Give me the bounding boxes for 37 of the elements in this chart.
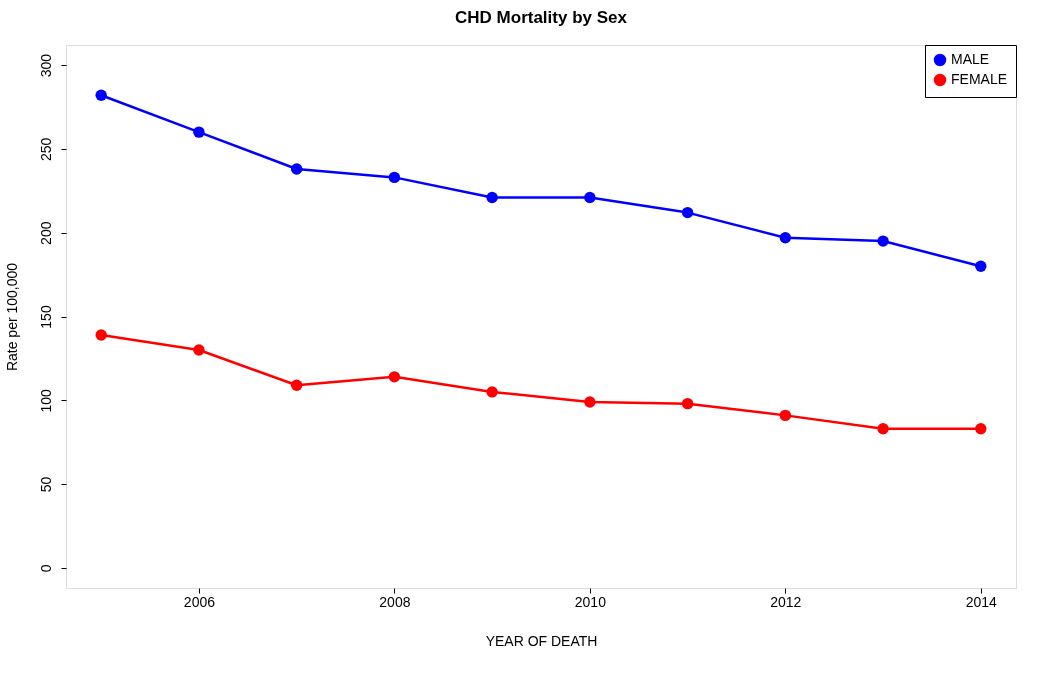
point: [877, 423, 889, 435]
point: [779, 232, 792, 244]
legend-label: MALE: [951, 51, 990, 67]
y-tick-label: 150: [37, 305, 54, 329]
x-tick-label: 2014: [965, 593, 998, 610]
y-tick-label: 50: [37, 476, 54, 493]
point: [975, 260, 987, 272]
y-axis-title: Rate per 100,000: [3, 262, 20, 372]
point: [975, 423, 987, 435]
point: [388, 171, 401, 184]
x-tick-label: 2010: [574, 593, 607, 610]
point: [486, 386, 498, 398]
x-tick-label: 2008: [379, 593, 411, 610]
point: [388, 371, 401, 383]
y-tick-label: 200: [37, 221, 54, 245]
chart-title: CHD Mortality by Sex: [455, 7, 628, 27]
y-tick-label: 100: [37, 388, 54, 413]
y-tick-label: 0: [37, 564, 54, 573]
point: [193, 344, 205, 356]
point: [95, 89, 107, 101]
point: [584, 396, 596, 408]
legend-label: FEMALE: [951, 71, 1008, 87]
point: [290, 379, 303, 391]
point: [193, 126, 205, 138]
point: [95, 329, 107, 341]
point: [486, 191, 498, 204]
x-tick-label: 2006: [183, 593, 216, 610]
y-tick-label: 300: [37, 53, 54, 78]
x-tick-label: 2012: [770, 593, 802, 610]
x-axis-title: YEAR OF DEATH: [485, 632, 598, 649]
point: [681, 206, 694, 219]
point: [681, 397, 694, 410]
point: [779, 409, 792, 422]
y-tick-label: 250: [37, 137, 54, 162]
point: [584, 191, 596, 204]
point: [290, 163, 303, 175]
point: [877, 235, 889, 247]
